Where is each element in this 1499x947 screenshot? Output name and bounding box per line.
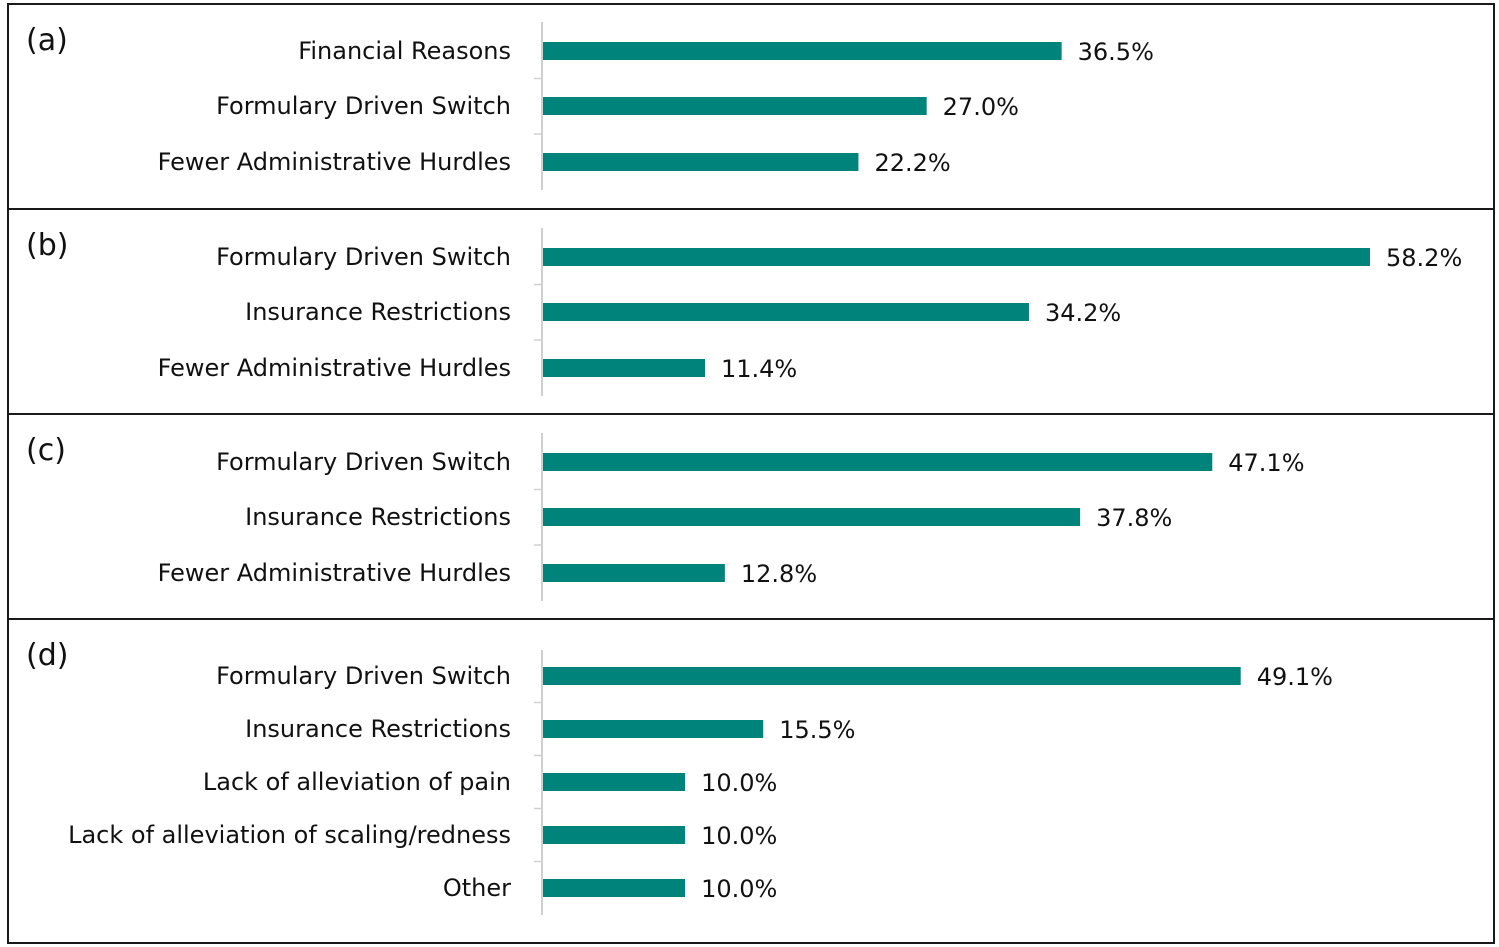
data-label: 10.0% — [701, 822, 777, 850]
category-label: Formulary Driven Switch — [216, 662, 511, 690]
category-label: Fewer Administrative Hurdles — [158, 354, 511, 382]
bar — [543, 248, 1370, 266]
bar — [543, 42, 1062, 60]
bar — [543, 667, 1241, 685]
category-label: Lack of alleviation of pain — [203, 768, 511, 796]
category-label: Lack of alleviation of scaling/redness — [68, 821, 511, 849]
data-label: 58.2% — [1386, 244, 1462, 272]
data-label: 47.1% — [1228, 449, 1304, 477]
bar — [543, 153, 859, 171]
data-label: 10.0% — [701, 769, 777, 797]
panel-label: (a) — [26, 23, 68, 58]
data-label: 36.5% — [1078, 38, 1154, 66]
category-label: Fewer Administrative Hurdles — [158, 559, 511, 587]
category-label: Financial Reasons — [298, 37, 511, 65]
panel-label: (c) — [26, 433, 66, 468]
data-label: 12.8% — [741, 560, 817, 588]
data-label: 11.4% — [721, 355, 797, 383]
bar — [543, 773, 686, 791]
bar — [543, 564, 725, 582]
category-label: Insurance Restrictions — [245, 715, 511, 743]
category-label: Insurance Restrictions — [245, 503, 511, 531]
data-label: 15.5% — [779, 716, 855, 744]
category-label: Formulary Driven Switch — [216, 243, 511, 271]
bar — [543, 97, 927, 115]
bar — [543, 720, 764, 738]
bar — [543, 453, 1213, 471]
category-label: Formulary Driven Switch — [216, 448, 511, 476]
bar — [543, 879, 686, 897]
bar — [543, 826, 686, 844]
data-label: 49.1% — [1257, 663, 1333, 691]
data-label: 37.8% — [1096, 504, 1172, 532]
data-label: 27.0% — [943, 93, 1019, 121]
data-label: 34.2% — [1045, 299, 1121, 327]
category-label: Other — [443, 874, 511, 902]
figure-frame — [7, 3, 1495, 944]
bar — [543, 303, 1029, 321]
data-label: 10.0% — [701, 875, 777, 903]
panel-label: (b) — [26, 228, 68, 263]
category-label: Insurance Restrictions — [245, 298, 511, 326]
category-label: Fewer Administrative Hurdles — [158, 148, 511, 176]
bar — [543, 508, 1081, 526]
category-label: Formulary Driven Switch — [216, 92, 511, 120]
data-label: 22.2% — [874, 149, 950, 177]
panel-label: (d) — [26, 638, 68, 673]
bar — [543, 359, 705, 377]
